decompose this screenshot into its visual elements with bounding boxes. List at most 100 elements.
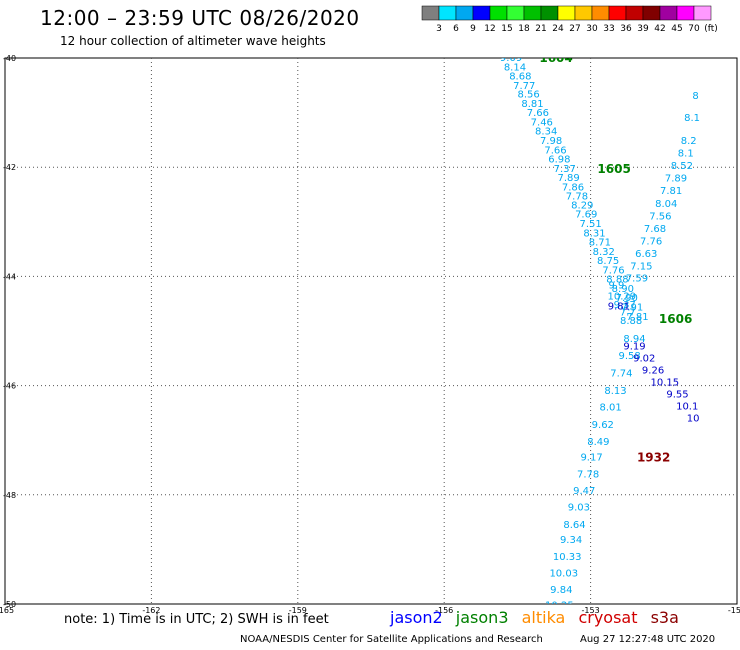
chart-subtitle: 12 hour collection of altimeter wave hei…	[60, 34, 326, 48]
swh-label: 8.14	[504, 62, 526, 73]
x-tick-label: -159	[289, 606, 307, 615]
swh-label: 8.56	[517, 90, 539, 101]
swh-label: 10.25	[545, 601, 574, 612]
swh-label: 10.29	[608, 292, 637, 303]
credit-text: NOAA/NESDIS Center for Satellite Applica…	[240, 634, 543, 645]
swh-label: 7.68	[644, 224, 666, 235]
swh-label: 9.19	[623, 341, 645, 352]
swh-label: 10.15	[650, 377, 679, 388]
swh-label: 7.98	[540, 136, 562, 147]
scale-label: 39	[637, 24, 649, 34]
swh-label: 9.58	[619, 351, 641, 362]
pass-time-label: 1604	[539, 51, 572, 65]
swh-label: 8.64	[563, 520, 585, 531]
swh-label: 7.81	[626, 312, 648, 323]
swh-label: 8.52	[671, 161, 693, 172]
swh-label: 7.59	[626, 274, 648, 285]
x-tick-label: -156	[435, 606, 453, 615]
swh-label: 8.81	[521, 99, 543, 110]
swh-label: 9.62	[592, 420, 614, 431]
swh-label: 7.78	[566, 192, 588, 203]
y-tick-label: -44	[3, 272, 16, 281]
generation-timestamp: Aug 27 12:27:48 UTC 2020	[580, 634, 716, 645]
swh-label: 7.86	[562, 182, 584, 193]
swh-label: 10.03	[549, 568, 578, 579]
scale-swatch	[693, 5, 712, 21]
swh-label: 8.49	[587, 437, 609, 448]
swh-label: 9.03	[568, 502, 590, 513]
y-tick-label: -50	[3, 600, 16, 609]
scale-label: 70	[688, 24, 700, 34]
scale-label: 21	[535, 24, 546, 34]
pass-time-label: 1605	[597, 162, 630, 176]
swh-label: 8.88	[620, 316, 642, 327]
swh-label: 9.55	[666, 389, 688, 400]
swh-label: 7.7	[620, 307, 636, 318]
swh-label: 8	[692, 91, 698, 102]
units-note: note: 1) Time is in UTC; 2) SWH is in fe…	[64, 612, 329, 627]
y-tick-label: -46	[3, 382, 16, 391]
plot-frame	[4, 57, 738, 605]
swh-label: 6.63	[635, 249, 657, 260]
swh-label: 8.13	[604, 386, 626, 397]
swh-label: 7.90	[616, 293, 638, 304]
swh-label: 7.74	[610, 369, 632, 380]
swh-label: 7.91	[621, 303, 643, 314]
color-scale: 3 6 9 12 15 18 21 24 27 30 33 36 39 42 45 70 (ft)	[421, 5, 718, 34]
scale-label: 15	[501, 24, 512, 34]
x-tick-label: -162	[142, 606, 160, 615]
swh-label: 7.76	[640, 236, 662, 247]
scale-label: 18	[518, 24, 530, 34]
scale-label: 33	[603, 24, 614, 34]
observations: 9.098.148.687.778.568.817.667.468.347.98…	[500, 51, 700, 643]
swh-label: 9.81	[608, 301, 630, 312]
swh-label: 10	[687, 413, 700, 424]
swh-label: 7.78	[577, 470, 599, 481]
swh-label: 6.98	[548, 155, 570, 166]
swh-label: 9.34	[560, 535, 582, 546]
pass-time-label: 1932	[637, 451, 670, 465]
swh-label: 10.1	[676, 401, 698, 412]
swh-label: 8.75	[597, 256, 619, 267]
swh-label: 9.37	[614, 300, 636, 311]
scale-label: 27	[569, 24, 580, 34]
swh-label: 8.68	[509, 72, 531, 83]
swh-label: 7.51	[579, 219, 601, 230]
scale-label: 12	[484, 24, 495, 34]
swh-label: 7.77	[513, 81, 535, 92]
swh-label: 7.15	[630, 262, 652, 273]
scale-label: 3	[436, 24, 442, 34]
y-tick-label: -40	[3, 54, 16, 63]
x-tick-label: -153	[582, 606, 600, 615]
swh-label: 8.94	[623, 334, 645, 345]
swh-label: 7.56	[649, 211, 671, 222]
legend-cryosat: cryosat	[578, 608, 638, 627]
x-tick-label: -150	[728, 606, 740, 615]
swh-label: 9.02	[633, 353, 655, 364]
swh-label: 9.9	[609, 281, 625, 292]
swh-label: 7.89	[558, 173, 580, 184]
swh-label: 7.46	[531, 117, 553, 128]
swh-label: 10.33	[553, 552, 582, 563]
swh-label: 9.30	[548, 632, 570, 643]
scale-label: 45	[671, 24, 682, 34]
scale-label: (ft)	[704, 24, 718, 34]
y-tick-label: -48	[3, 491, 16, 500]
swh-label: 9.47	[573, 486, 595, 497]
swh-label: 7.76	[602, 265, 624, 276]
legend-altika: altika	[521, 608, 566, 627]
mission-legend: jason2 jason3 altika cryosat s3a	[390, 608, 687, 627]
swh-label: 8.32	[593, 247, 615, 258]
swh-label: 8.31	[583, 228, 605, 239]
swh-label: 8.04	[655, 199, 677, 210]
swh-label: 8.1	[678, 149, 694, 160]
swh-label: 8.01	[599, 402, 621, 413]
legend-s3a: s3a	[650, 608, 679, 627]
swh-label: 8.88	[606, 275, 628, 286]
scale-label: 36	[620, 24, 632, 34]
legend-jason2: jason2	[390, 608, 443, 627]
swh-label: 9.09	[500, 53, 522, 64]
swh-label: 7.66	[544, 145, 566, 156]
swh-label: 9.26	[642, 365, 664, 376]
